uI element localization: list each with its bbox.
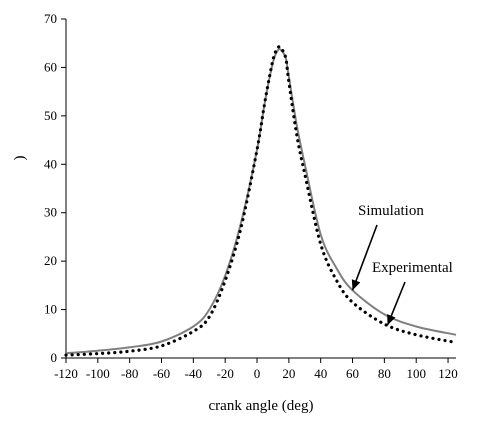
x-tick-label: 40	[314, 366, 327, 381]
series-line-experimental	[64, 45, 458, 357]
annotation-group: Simulation Experimental	[351, 203, 453, 326]
y-tick-label: 70	[44, 11, 57, 26]
annotation-label-simulation: Simulation	[358, 203, 424, 219]
axes	[65, 19, 456, 359]
y-tick-label: 30	[44, 205, 57, 220]
x-tick-label: -80	[121, 366, 138, 381]
annotation-arrowhead	[387, 314, 396, 326]
y-tick-label: 50	[44, 108, 57, 123]
annotation-arrow-simulation	[351, 224, 378, 291]
x-tick-label: 0	[254, 366, 261, 381]
x-tick-label: 100	[406, 366, 426, 381]
x-tick-label: -120	[54, 366, 78, 381]
tick-marks: 0 10 20 30 40 50 60 70 -120 -100 -80 -60 -40 -20 0 20 40…	[44, 11, 458, 381]
annotation-label-experimental: Experimental	[372, 260, 453, 276]
annotation-arrowhead	[351, 279, 361, 291]
y-tick-label: 60	[44, 59, 57, 74]
x-tick-label: -100	[86, 366, 110, 381]
y-tick-label: 0	[51, 350, 58, 365]
series-line-simulation	[65, 48, 457, 355]
y-tick-label: 20	[44, 253, 57, 268]
y-tick-label: 40	[44, 156, 57, 171]
x-tick-label: -20	[217, 366, 234, 381]
x-tick-label: 80	[378, 366, 391, 381]
x-axis-title: crank angle (deg)	[209, 398, 314, 414]
x-tick-label: 120	[438, 366, 458, 381]
y-axis-title: )	[12, 156, 28, 161]
series-group	[64, 45, 458, 357]
x-tick-label: 20	[282, 366, 295, 381]
x-tick-label: 60	[346, 366, 359, 381]
x-tick-label: -40	[185, 366, 202, 381]
x-tick-label: -60	[153, 366, 170, 381]
y-tick-label: 10	[44, 302, 57, 317]
